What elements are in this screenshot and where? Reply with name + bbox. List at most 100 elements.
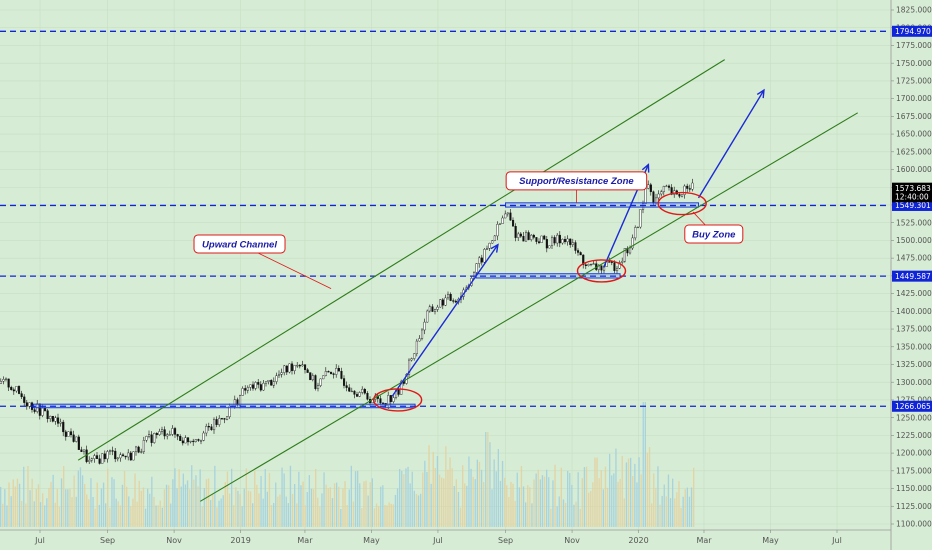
- candle-body: [238, 395, 242, 406]
- candle-body: [665, 185, 668, 187]
- price-tick-label: 1600.000: [896, 165, 932, 174]
- volume-bar: [445, 446, 447, 527]
- volume-bar: [615, 448, 617, 527]
- volume-bar: [420, 493, 422, 527]
- candle-body: [551, 237, 554, 246]
- volume-bar: [550, 508, 552, 527]
- candle-body: [629, 247, 632, 254]
- volume-bar: [331, 498, 334, 527]
- time-tick-label: Nov: [166, 536, 182, 545]
- volume-bar: [470, 468, 472, 527]
- candle-body: [493, 235, 496, 241]
- time-tick-label: Nov: [564, 536, 580, 545]
- candle-body: [215, 419, 218, 425]
- candle-body: [114, 450, 117, 460]
- candle-body: [189, 440, 192, 443]
- candle-body: [184, 437, 187, 444]
- volume-bar: [407, 466, 409, 527]
- candle-body: [291, 363, 294, 371]
- candle-body: [168, 434, 171, 436]
- candle-body: [75, 436, 78, 442]
- zone-rect: [475, 273, 621, 279]
- volume-bar: [449, 457, 451, 527]
- volume-bar: [585, 466, 588, 527]
- price-marker-label: 1573.683: [895, 184, 931, 193]
- candle-body: [688, 188, 691, 190]
- candle-body: [439, 299, 442, 308]
- volume-bar: [667, 474, 670, 527]
- volume-bar: [296, 503, 298, 527]
- candle-body: [10, 387, 13, 390]
- volume-bar: [157, 505, 159, 527]
- volume-bar: [46, 498, 48, 527]
- annotations: Upward Channel Support/Resistance Zone Buy…: [193, 171, 744, 289]
- volume-bar: [432, 451, 434, 527]
- candle-body: [220, 418, 223, 420]
- volume-bar: [237, 490, 239, 527]
- price-tick-label: 1125.000: [896, 502, 932, 511]
- highlight-ellipses: [372, 191, 707, 412]
- candle-body: [389, 395, 392, 402]
- volume-bar: [81, 475, 84, 527]
- candle-body: [358, 392, 361, 397]
- candle-body: [556, 234, 559, 244]
- volume-bar: [567, 470, 569, 527]
- volume-bar: [56, 488, 58, 527]
- candle-body: [649, 184, 652, 192]
- volume-bar: [323, 472, 325, 527]
- volume-bar: [163, 489, 166, 527]
- volume-bar: [165, 484, 168, 527]
- volume-bar: [260, 476, 262, 527]
- volume-bar: [674, 498, 676, 527]
- arrow-head: [490, 243, 499, 253]
- volume-bar: [159, 500, 161, 527]
- volume-bar: [161, 507, 163, 527]
- time-tick-label: 2020: [628, 536, 648, 545]
- candle-body: [397, 389, 400, 395]
- volume-bar: [415, 494, 418, 527]
- volume-bar: [266, 491, 268, 527]
- candle-body: [538, 241, 541, 243]
- candle-body: [171, 428, 174, 435]
- volume-bar: [33, 501, 35, 527]
- candle-body: [0, 381, 2, 384]
- candle-body: [124, 455, 127, 458]
- candle-body: [285, 365, 288, 373]
- volume-bar: [168, 485, 170, 527]
- volume-bar: [468, 456, 470, 527]
- volume-bar: [382, 485, 384, 527]
- volume-bar: [457, 491, 460, 527]
- candle-body: [93, 455, 96, 459]
- volume-bar: [554, 464, 556, 527]
- volume-bar: [514, 500, 516, 527]
- volume-bar: [205, 479, 208, 527]
- volume-bar: [682, 496, 684, 527]
- volume-bar: [60, 478, 63, 527]
- channel-line-lower: [199, 112, 858, 502]
- candle-body: [509, 212, 512, 221]
- volume-bar: [27, 465, 29, 527]
- volume-bar: [105, 503, 107, 527]
- candle-body: [301, 364, 304, 367]
- volume-bar: [371, 478, 373, 527]
- volume-bar: [604, 466, 607, 527]
- volume-bar: [684, 489, 686, 527]
- candle-body: [499, 223, 502, 225]
- volume-bar: [29, 490, 31, 527]
- candle-body: [488, 242, 491, 249]
- volume-bar: [107, 468, 109, 527]
- volume-bar: [375, 503, 378, 527]
- time-axis[interactable]: Jul Sep Nov 2019 Mar May Jul Sep Nov 2020 Mar May Ju…: [0, 529, 891, 545]
- candle-body: [587, 264, 590, 266]
- candle-body: [270, 379, 273, 386]
- volume-bar: [623, 498, 625, 527]
- volume-bar: [560, 467, 562, 527]
- buy-zone-box: [684, 224, 744, 244]
- volume-bar: [151, 476, 153, 527]
- volume-bar: [665, 496, 667, 527]
- volume-bar: [373, 508, 376, 527]
- volume-bar: [224, 482, 226, 527]
- price-axis[interactable]: 1825.0001800.0001775.0001750.0001725.000…: [890, 0, 932, 550]
- volume-bar: [388, 502, 390, 527]
- candle-body: [421, 329, 424, 339]
